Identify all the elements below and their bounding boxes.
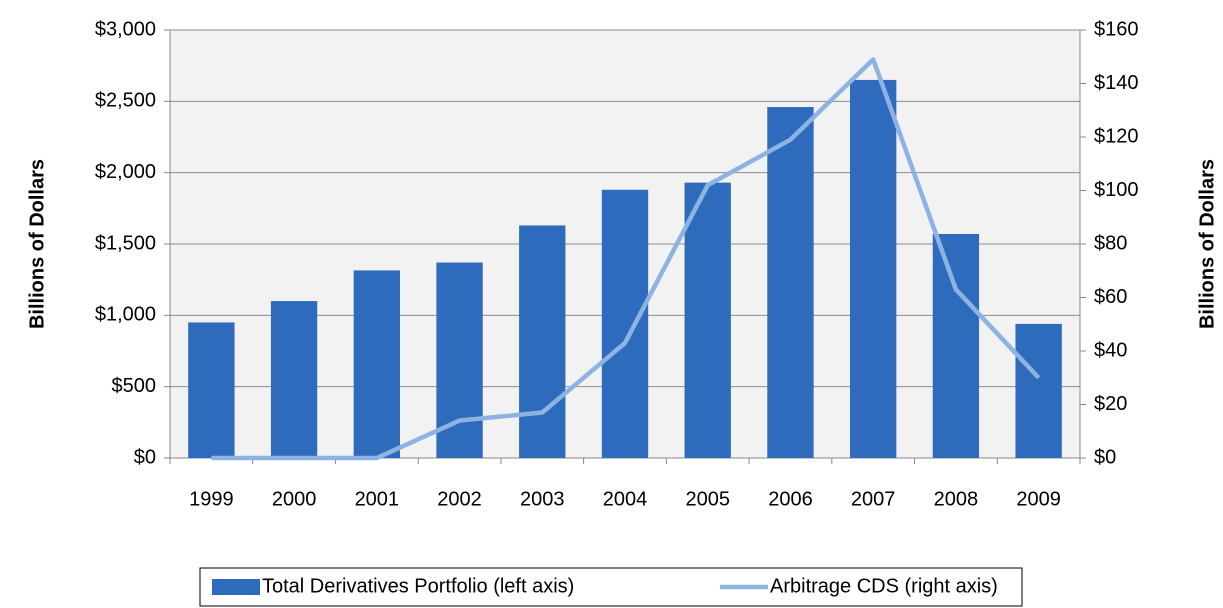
- y-tick-label: $2,000: [95, 161, 156, 183]
- y-axis-label: Billions of Dollars: [26, 159, 48, 329]
- y-tick-label: $1,000: [95, 304, 156, 326]
- y2-tick-label: $20: [1094, 393, 1127, 415]
- y2-tick-label: $60: [1094, 286, 1127, 308]
- legend-swatch: [212, 579, 260, 595]
- x-tick-label: 2002: [437, 488, 482, 510]
- bar: [932, 234, 980, 458]
- x-tick-label: 2009: [1016, 488, 1061, 510]
- y2-axis-label: Billions of Dollars: [1196, 159, 1218, 329]
- y2-tick-label: $140: [1094, 72, 1139, 94]
- legend-box: [199, 567, 1023, 607]
- y2-tick-label: $120: [1094, 125, 1139, 147]
- y2-tick-label: $40: [1094, 339, 1127, 361]
- y2-tick-label: $80: [1094, 232, 1127, 254]
- y-tick-label: $0: [134, 446, 156, 468]
- bar: [270, 301, 318, 458]
- y2-tick-label: $0: [1094, 446, 1116, 468]
- y-tick-label: $2,500: [95, 90, 156, 112]
- legend-label: Total Derivatives Portfolio (left axis): [262, 575, 574, 597]
- x-tick-label: 2001: [355, 488, 400, 510]
- bar: [519, 225, 566, 458]
- bar: [353, 270, 400, 458]
- bar: [684, 182, 731, 459]
- bar: [601, 189, 649, 458]
- x-tick-label: 1999: [189, 488, 234, 510]
- y-tick-label: $1,500: [95, 232, 156, 254]
- x-tick-label: 2007: [851, 488, 896, 510]
- y-tick-label: $500: [112, 375, 157, 397]
- x-tick-label: 2003: [520, 488, 565, 510]
- bar: [188, 322, 235, 458]
- bar: [767, 107, 814, 458]
- bar: [850, 79, 897, 458]
- y2-tick-label: $160: [1094, 18, 1139, 40]
- bar: [1015, 323, 1062, 458]
- x-tick-label: 2000: [272, 488, 317, 510]
- x-tick-label: 2006: [768, 488, 813, 510]
- y2-tick-label: $100: [1094, 179, 1139, 201]
- line: [211, 57, 1041, 461]
- y-tick-label: $3,000: [95, 18, 156, 40]
- x-tick-label: 2005: [685, 488, 730, 510]
- legend-label: Arbitrage CDS (right axis): [770, 575, 998, 597]
- x-tick-label: 2004: [603, 488, 648, 510]
- x-tick-label: 2008: [934, 488, 979, 510]
